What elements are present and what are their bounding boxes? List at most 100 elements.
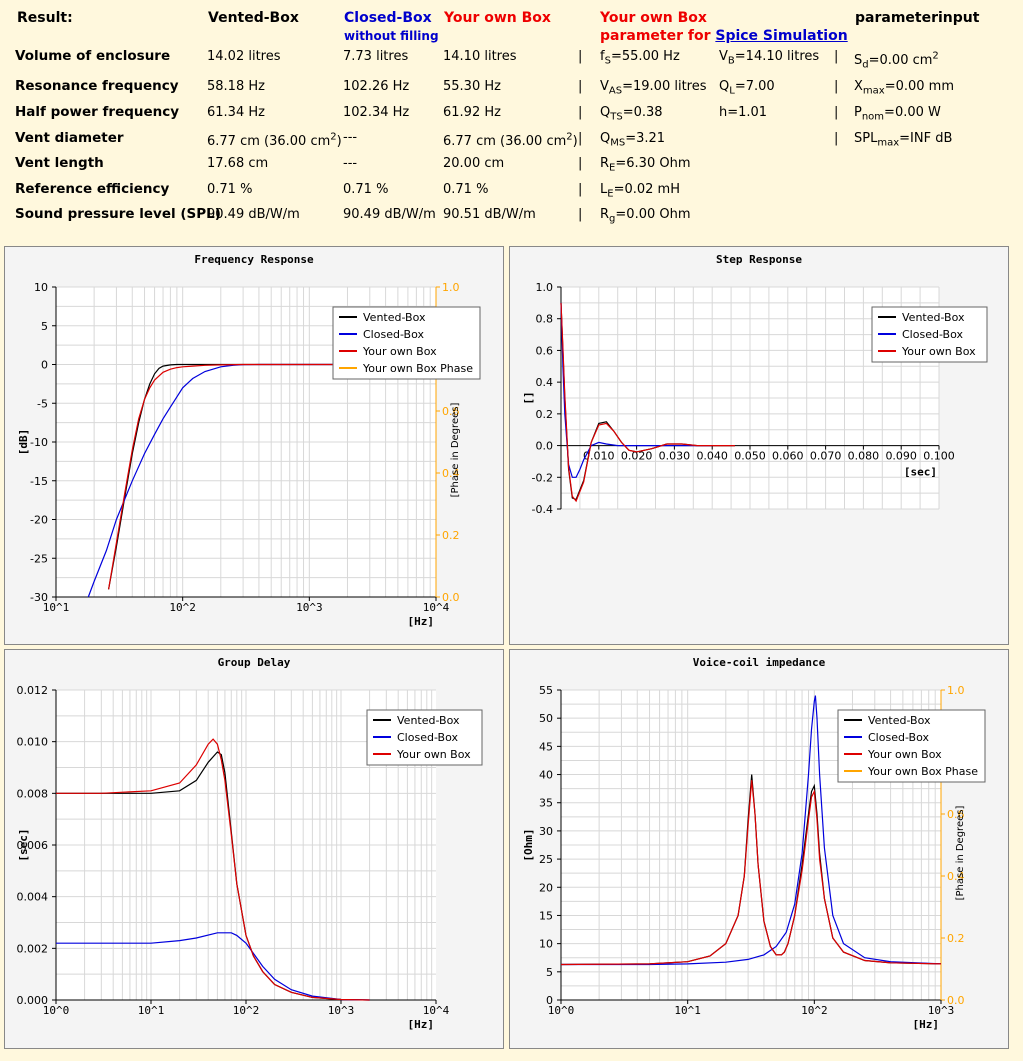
series-line-closed-box xyxy=(561,695,942,966)
vented-vent-diameter-sq: 2 xyxy=(330,131,337,143)
y2-axis-label: [Phase in Degrees] xyxy=(955,806,966,901)
separator: | xyxy=(578,49,583,64)
vented-halfpower: 61.34 Hz xyxy=(207,105,265,120)
y-axis-label: [] xyxy=(522,391,535,404)
delay-svg: Group Delay 0.012 0.010 0.008 0.006 0.004 0.00… xyxy=(17,656,483,1031)
y2-tick-label: 0.6 xyxy=(442,405,460,418)
closed-header: Closed-Box xyxy=(344,10,432,26)
closed-subheader: without filling xyxy=(344,29,439,43)
spice-ql: QL=7.00 xyxy=(719,79,775,96)
series-line-your-own-box xyxy=(56,738,370,1001)
y-tick-label: -30 xyxy=(30,591,48,604)
y-tick-label: -0.2 xyxy=(532,471,553,484)
series-line-your-own-box xyxy=(108,363,436,590)
legend-entry: Your own Box xyxy=(396,748,471,761)
y-axis-label: [dB] xyxy=(17,429,30,456)
closed-halfpower: 102.34 Hz xyxy=(343,105,410,120)
y-axis-label: [sec] xyxy=(17,828,30,861)
frequency-response-chart: Frequency Response 10 5 0 -5 -10 -15 -20 -25 -30 1… xyxy=(4,246,504,645)
result-header: Result: xyxy=(17,10,73,26)
y-tick-label: -0.4 xyxy=(532,503,553,516)
vented-resonance: 58.18 Hz xyxy=(207,79,265,94)
rg-symbol: R xyxy=(600,207,610,222)
y-tick-label: 15 xyxy=(539,909,553,922)
vented-spl: 90.49 dB/W/m xyxy=(207,207,300,222)
spice-header-line2: parameter for Spice Simulation xyxy=(600,28,848,44)
parameterinput-header: parameterinput xyxy=(855,10,980,26)
y-tick-label: 0.8 xyxy=(536,313,554,326)
row-label-spl: Sound pressure level (SPL) xyxy=(15,206,221,222)
y-tick-label: 0.4 xyxy=(536,376,554,389)
ql-value: =7.00 xyxy=(734,79,775,94)
x-tick-label: 10^3 xyxy=(328,1004,355,1017)
spice-re: RE=6.30 Ohm xyxy=(600,156,691,173)
group-delay-chart: Group Delay 0.012 0.010 0.008 0.006 0.004 0.00… xyxy=(4,649,504,1049)
ql-symbol: Q xyxy=(719,79,730,94)
vas-subscript: AS xyxy=(608,85,623,97)
y-tick-label: 25 xyxy=(539,853,553,866)
re-symbol: R xyxy=(600,156,610,171)
y-tick-label: 0 xyxy=(546,994,553,1007)
x-tick-label: 10^1 xyxy=(138,1004,165,1017)
chart-title: Frequency Response xyxy=(194,253,314,266)
qts-symbol: Q xyxy=(600,105,611,120)
x-tick-label: 10^4 xyxy=(423,1004,450,1017)
spice-vb: VB=14.10 litres xyxy=(719,49,819,66)
own-header: Your own Box xyxy=(444,10,551,26)
y2-tick-label: 1.0 xyxy=(947,684,965,697)
own-vent-diameter-sq: 2 xyxy=(566,131,573,143)
spice-header-prefix: parameter for xyxy=(600,28,711,44)
y-tick-label: 0.002 xyxy=(17,942,49,955)
separator: | xyxy=(834,49,839,64)
separator: | xyxy=(834,79,839,94)
y2-tick-label: 0.4 xyxy=(442,467,460,480)
own-vent-diameter: 6.77 cm (36.00 cm2) xyxy=(443,131,578,149)
re-value: =6.30 Ohm xyxy=(615,156,691,171)
own-efficiency: 0.71 % xyxy=(443,182,489,197)
qts-subscript: TS xyxy=(610,111,623,123)
y2-tick-label: 0.0 xyxy=(442,591,460,604)
legend-entry: Your own Box xyxy=(901,345,976,358)
spice-qts: QTS=0.38 xyxy=(600,105,663,123)
splmax-symbol: SPL xyxy=(854,131,878,146)
x-tick-label: 0.010 xyxy=(583,450,615,463)
closed-vent-diameter: --- xyxy=(343,130,358,145)
legend-entry: Your own Box Phase xyxy=(362,362,473,375)
rg-value: =0.00 Ohm xyxy=(615,207,691,222)
pnom-subscript: nom xyxy=(861,111,885,123)
legend-box xyxy=(332,306,481,380)
series-line-your-own-box xyxy=(560,780,942,966)
row-label-vent-length: Vent length xyxy=(15,155,104,171)
y-tick-label: 40 xyxy=(539,769,553,782)
freq-svg: Frequency Response1050-5-10-15-20-25-301… xyxy=(17,253,481,628)
own-vent-length: 20.00 cm xyxy=(443,156,505,171)
x-tick-label: 10^4 xyxy=(423,601,450,614)
separator: | xyxy=(578,207,583,222)
pnom-value: =0.00 W xyxy=(884,105,941,120)
closed-volume: 7.73 litres xyxy=(343,49,409,64)
qms-subscript: MS xyxy=(610,137,626,149)
vas-value: =19.00 litres xyxy=(622,79,707,94)
y-tick-label: 50 xyxy=(539,712,553,725)
chart-title: Step Response xyxy=(716,253,802,266)
param-sd: Sd=0.00 cm2 xyxy=(854,51,939,70)
series-line-your-own-box xyxy=(560,302,735,503)
x-tick-label: 10^2 xyxy=(801,1004,828,1017)
le-value: =0.02 mH xyxy=(613,182,680,197)
spice-simulation-link[interactable]: Spice Simulation xyxy=(715,28,848,44)
row-label-halfpower: Half power frequency xyxy=(15,104,180,120)
spice-qms: QMS=3.21 xyxy=(600,131,665,149)
splmax-subscript: max xyxy=(877,137,900,149)
row-label-vent-diameter: Vent diameter xyxy=(15,130,124,146)
vented-vent-diameter-close: ) xyxy=(336,134,342,149)
y-tick-label: 0 xyxy=(41,359,48,372)
xmax-value: =0.00 mm xyxy=(884,79,955,94)
spice-h: h=1.01 xyxy=(719,105,768,120)
sd-value: =0.00 cm xyxy=(868,53,933,68)
separator: | xyxy=(578,79,583,94)
y-tick-label: 0.006 xyxy=(17,839,49,852)
y-tick-label: 55 xyxy=(539,684,553,697)
x-tick-label: 0.090 xyxy=(885,450,917,463)
x-axis-label: [sec] xyxy=(904,466,937,479)
own-vent-diameter-value: 6.77 cm (36.00 cm xyxy=(443,134,567,149)
